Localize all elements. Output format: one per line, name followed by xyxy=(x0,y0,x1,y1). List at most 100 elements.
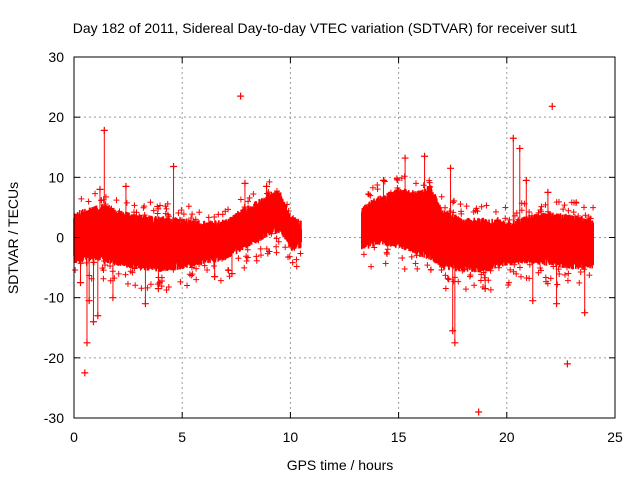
data-point xyxy=(290,215,297,222)
outlier-point xyxy=(581,309,589,317)
data-point xyxy=(127,261,134,268)
data-point xyxy=(452,215,459,222)
data-point xyxy=(426,179,433,186)
data-point xyxy=(137,264,144,271)
outlier-point xyxy=(563,360,571,368)
outlier-point xyxy=(89,318,97,326)
data-point xyxy=(424,262,431,269)
data-point xyxy=(282,244,289,251)
outlier-point xyxy=(529,297,537,305)
data-point xyxy=(384,250,391,257)
data-point xyxy=(368,263,375,270)
data-point xyxy=(570,199,577,206)
data-point xyxy=(222,208,229,215)
data-point xyxy=(516,264,523,271)
data-point xyxy=(184,282,191,289)
data-point xyxy=(219,211,226,218)
data-point xyxy=(275,238,282,245)
data-point xyxy=(181,262,188,269)
data-point xyxy=(382,260,389,267)
data-point xyxy=(542,274,549,281)
x-tick-label: 25 xyxy=(607,429,623,445)
data-point xyxy=(438,266,445,273)
outlier-point xyxy=(544,188,552,196)
data-point xyxy=(266,178,273,185)
data-point xyxy=(115,270,122,277)
outlier-point xyxy=(449,327,457,335)
data-point xyxy=(101,258,108,265)
data-point xyxy=(487,267,494,274)
data-point xyxy=(170,266,177,273)
data-point xyxy=(196,260,203,267)
data-point xyxy=(257,252,264,259)
data-point xyxy=(235,255,242,262)
outlier-point xyxy=(83,339,91,347)
data-point xyxy=(446,208,453,215)
data-point xyxy=(154,281,161,288)
data-point xyxy=(387,189,394,196)
data-point xyxy=(367,192,374,199)
data-point xyxy=(193,276,200,283)
data-point xyxy=(201,262,208,269)
outlier-point xyxy=(109,294,117,302)
data-point xyxy=(471,282,478,289)
data-point xyxy=(505,282,512,289)
data-point xyxy=(293,256,300,263)
outlier-point xyxy=(421,152,429,160)
data-point xyxy=(158,274,165,281)
data-point xyxy=(155,205,162,212)
data-point xyxy=(244,254,251,261)
data-point xyxy=(255,237,262,244)
data-point xyxy=(128,214,135,221)
data-point xyxy=(442,204,449,211)
data-point xyxy=(578,215,585,222)
data-point xyxy=(100,275,107,282)
data-point xyxy=(140,216,147,223)
data-point xyxy=(559,260,566,267)
data-point xyxy=(575,212,582,219)
y-tick-label: 20 xyxy=(48,109,64,125)
data-point xyxy=(556,271,563,278)
data-point xyxy=(483,202,490,209)
data-point xyxy=(399,255,406,262)
data-point xyxy=(502,204,509,211)
outlier-point xyxy=(94,312,102,320)
data-point xyxy=(102,201,109,208)
data-point xyxy=(130,209,137,216)
chart-title: Day 182 of 2011, Sidereal Day-to-day VTE… xyxy=(73,20,578,36)
data-point xyxy=(117,212,124,219)
data-point xyxy=(398,175,405,182)
data-point xyxy=(565,207,572,214)
y-tick-label: -20 xyxy=(44,350,64,366)
data-point xyxy=(178,207,185,214)
data-point xyxy=(576,279,583,286)
data-point xyxy=(547,275,554,282)
data-point xyxy=(100,267,107,274)
outlier-point xyxy=(516,144,524,152)
outlier-point xyxy=(76,279,84,287)
data-point xyxy=(455,278,462,285)
data-point xyxy=(413,180,420,187)
data-point xyxy=(366,201,373,208)
data-point xyxy=(394,184,401,191)
data-point xyxy=(113,197,120,204)
data-point xyxy=(188,215,195,222)
data-point xyxy=(466,273,473,280)
data-point xyxy=(165,283,172,290)
y-tick-label: 10 xyxy=(48,169,64,185)
data-point xyxy=(506,216,513,223)
data-point xyxy=(107,262,114,269)
data-point xyxy=(414,265,421,272)
outlier-point xyxy=(263,182,271,190)
data-point xyxy=(132,282,139,289)
outlier-point xyxy=(228,270,236,278)
data-point xyxy=(210,263,217,270)
data-point xyxy=(365,191,372,198)
data-point xyxy=(186,271,193,278)
data-point xyxy=(538,203,545,210)
y-tick-label: -30 xyxy=(44,410,64,426)
outlier-point xyxy=(122,182,130,190)
data-point xyxy=(413,248,420,255)
data-point xyxy=(244,246,251,253)
data-point xyxy=(85,198,92,205)
